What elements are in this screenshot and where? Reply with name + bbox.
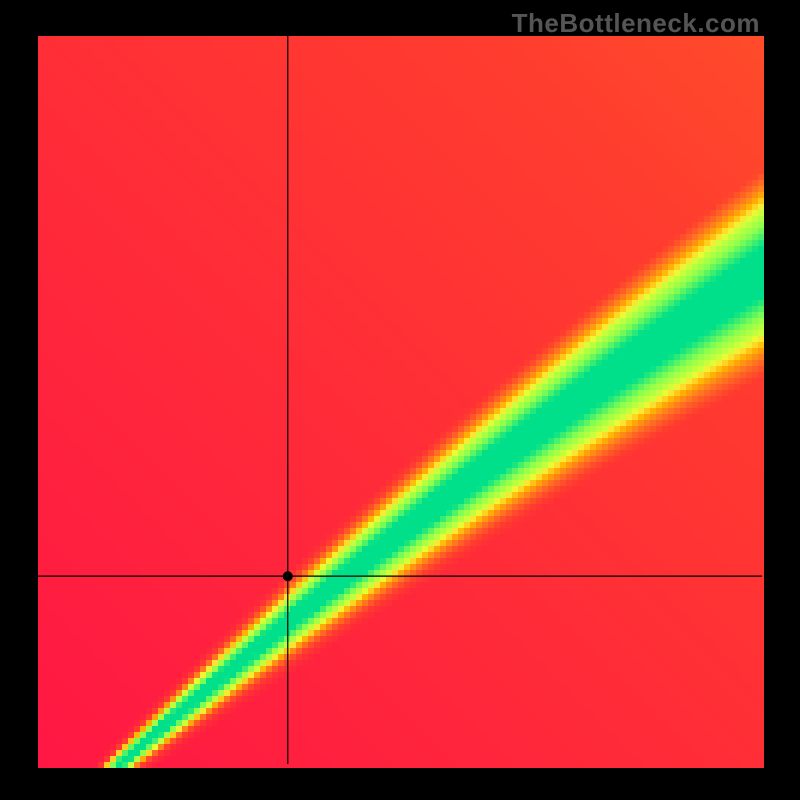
heatmap-canvas (0, 0, 800, 800)
watermark-text: TheBottleneck.com (512, 8, 760, 39)
chart-container: TheBottleneck.com (0, 0, 800, 800)
